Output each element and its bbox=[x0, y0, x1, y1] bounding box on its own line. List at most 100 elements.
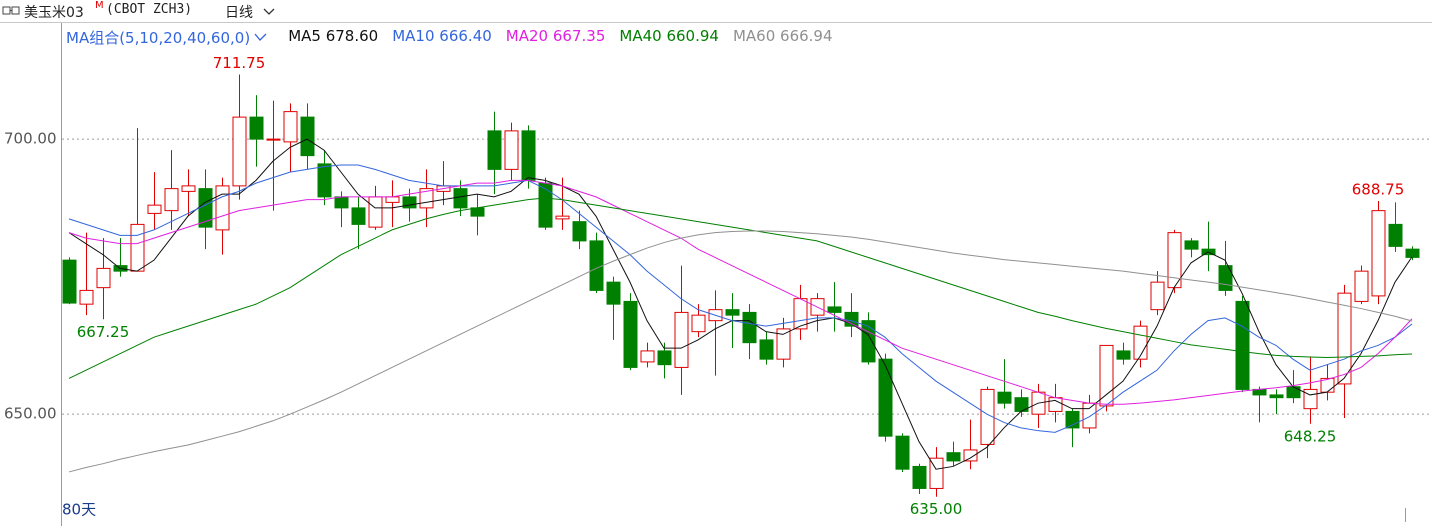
candle-body bbox=[164, 188, 179, 212]
candle-body bbox=[181, 185, 196, 192]
candle-body bbox=[453, 188, 468, 209]
candle-body bbox=[572, 221, 587, 242]
legend-name: MA10 bbox=[392, 27, 435, 45]
candle-body bbox=[742, 311, 757, 344]
candle-body bbox=[691, 314, 706, 333]
chevron[interactable] bbox=[254, 32, 268, 44]
chevron[interactable] bbox=[263, 7, 275, 17]
candle-body bbox=[1388, 223, 1403, 247]
legend-entry: MA40 660.94 bbox=[619, 27, 719, 48]
candle-body bbox=[1048, 397, 1063, 412]
legend-name: MA60 bbox=[732, 27, 776, 45]
ma-line bbox=[68, 138, 1413, 470]
candle-body bbox=[470, 207, 485, 217]
extreme-label: 667.25 bbox=[77, 323, 130, 341]
candle-body bbox=[589, 240, 604, 291]
legend-name: MA20 bbox=[505, 27, 549, 45]
candle-body bbox=[1269, 394, 1284, 399]
candle-body bbox=[215, 185, 230, 231]
candle-body bbox=[147, 204, 162, 214]
legend: MA组合(5,10,20,40,60,0) MA5 678.60 MA10 666… bbox=[66, 27, 847, 48]
candle-body bbox=[640, 350, 655, 363]
candle-body bbox=[334, 196, 349, 209]
candle-body bbox=[997, 391, 1012, 404]
extreme-label: 635.00 bbox=[910, 500, 963, 518]
extreme-label: 711.75 bbox=[213, 54, 266, 72]
legend-entry: MA10 666.40 bbox=[392, 27, 492, 48]
ma-line bbox=[68, 179, 1413, 405]
candle-body bbox=[130, 223, 145, 272]
candle-body bbox=[538, 182, 553, 228]
symbol-code: (CBOT ZCH3) bbox=[106, 2, 193, 17]
ma-group[interactable]: MA组合(5,10,20,40,60,0) bbox=[66, 29, 251, 47]
candle-body bbox=[1184, 240, 1199, 250]
candle-body bbox=[521, 130, 536, 181]
candle-body bbox=[980, 388, 995, 445]
candle-body bbox=[385, 196, 400, 203]
ma-line bbox=[68, 230, 1413, 473]
candle-body bbox=[300, 116, 315, 157]
candle-body bbox=[878, 358, 893, 437]
candle-body bbox=[96, 267, 111, 289]
candle-body bbox=[1082, 402, 1097, 429]
candle-body bbox=[487, 130, 502, 170]
y-tick-label: 650.00 bbox=[4, 405, 57, 423]
candle-body bbox=[1354, 270, 1369, 302]
legend-name: MA5 bbox=[288, 27, 321, 45]
legend-value: 667.35 bbox=[552, 27, 606, 45]
candle-body bbox=[963, 449, 978, 462]
legend-name: MA40 bbox=[619, 27, 662, 45]
candle-body bbox=[1167, 232, 1182, 289]
candle-body bbox=[368, 196, 383, 228]
extreme-label: 688.75 bbox=[1352, 181, 1405, 199]
candle-body bbox=[266, 138, 281, 141]
candle-body bbox=[1116, 350, 1131, 360]
candle-body bbox=[1133, 325, 1148, 360]
candle-body bbox=[504, 130, 519, 170]
candle-body bbox=[79, 289, 94, 305]
symbol-title: 美玉米03 bbox=[24, 5, 84, 21]
candle-body bbox=[861, 320, 876, 363]
candle-body bbox=[1337, 292, 1352, 385]
ma-line bbox=[68, 197, 1413, 379]
candle-body bbox=[283, 111, 298, 143]
candle-body bbox=[946, 452, 961, 462]
candle-body bbox=[1371, 210, 1386, 297]
y-tick-label: 700.00 bbox=[4, 130, 57, 148]
candle-body bbox=[232, 116, 247, 187]
period-select[interactable]: 日线 bbox=[225, 5, 253, 21]
legend-value: 666.94 bbox=[780, 27, 833, 45]
legend-value: 678.60 bbox=[325, 27, 379, 45]
candle-body bbox=[402, 196, 417, 209]
candle-body bbox=[776, 328, 791, 360]
candle-body bbox=[1235, 300, 1250, 390]
candle-body bbox=[912, 465, 927, 489]
candle-body bbox=[929, 457, 944, 489]
extreme-label: 648.25 bbox=[1284, 427, 1337, 445]
candle-body bbox=[555, 215, 570, 220]
candle-body bbox=[623, 300, 638, 368]
candle-body bbox=[1405, 248, 1420, 258]
legend-value: 666.40 bbox=[439, 27, 492, 45]
candle-body bbox=[317, 163, 332, 198]
candle-body bbox=[657, 350, 672, 366]
candle-body bbox=[351, 207, 366, 225]
legend-entry: MA60 666.94 bbox=[733, 27, 833, 48]
legend-entry: MA20 667.35 bbox=[506, 27, 606, 48]
candle-body bbox=[674, 311, 689, 368]
candle-body bbox=[606, 281, 621, 305]
icon[interactable] bbox=[2, 1, 22, 21]
footer: 80天 bbox=[62, 501, 96, 519]
legend-entry: MA5 678.60 bbox=[288, 27, 378, 48]
symbol-badge: M bbox=[95, 0, 104, 11]
candle-body bbox=[895, 435, 910, 470]
candle-body bbox=[62, 259, 77, 304]
candle-body bbox=[249, 116, 264, 140]
candle-body bbox=[1099, 344, 1114, 407]
candle-body bbox=[827, 306, 842, 313]
legend-value: 660.94 bbox=[666, 27, 719, 45]
candle-body bbox=[759, 339, 774, 360]
candle-body bbox=[1303, 388, 1318, 410]
